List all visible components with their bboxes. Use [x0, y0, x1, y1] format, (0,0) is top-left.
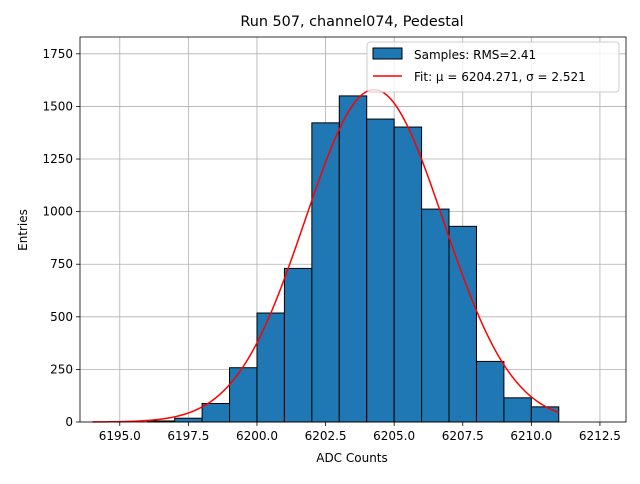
- x-tick-label: 6197.5: [167, 429, 209, 443]
- x-tick-label: 6200.0: [236, 429, 278, 443]
- histogram-bar: [229, 367, 258, 423]
- x-tick-label: 6207.5: [442, 429, 484, 443]
- legend-fit-label: Fit: μ = 6204.271, σ = 2.521: [414, 70, 586, 84]
- y-tick-label: 500: [50, 310, 73, 324]
- histogram-bar: [256, 312, 285, 423]
- x-axis-label: ADC Counts: [316, 451, 388, 465]
- histogram-bars: [146, 95, 560, 423]
- histogram-bar: [283, 267, 313, 423]
- x-tick-label: 6205.0: [373, 429, 415, 443]
- x-tick-label: 6202.5: [305, 429, 347, 443]
- y-tick-label: 1250: [42, 152, 73, 166]
- legend-bar-swatch: [372, 47, 403, 60]
- y-axis-label: Entries: [16, 209, 30, 251]
- y-tick-label: 1500: [42, 99, 73, 113]
- y-axis-ticks: 0 250 500 750 1000 1250 1500 1750: [42, 47, 80, 429]
- x-axis-ticks: 6195.0 6197.5 6200.0 6202.5 6205.0 6207.5 6210…: [99, 422, 621, 443]
- histogram-bar: [530, 406, 560, 423]
- x-tick-label: 6210.0: [510, 429, 552, 443]
- histogram-bar: [338, 95, 368, 423]
- histogram-bar: [174, 417, 203, 423]
- legend-samples-label: Samples: RMS=2.41: [414, 48, 536, 62]
- legend-box: [366, 41, 620, 93]
- y-tick-label: 750: [50, 257, 73, 271]
- y-tick-label: 1750: [42, 47, 73, 61]
- chart-title: Run 507, channel074, Pedestal: [240, 14, 463, 30]
- histogram-bar: [201, 402, 231, 423]
- histogram-bar: [448, 225, 477, 423]
- histogram-bar: [503, 397, 532, 423]
- y-tick-label: 1000: [42, 205, 73, 219]
- x-tick-label: 6212.5: [579, 429, 621, 443]
- histogram-bar: [393, 126, 423, 423]
- y-tick-label: 250: [50, 362, 73, 376]
- plot-frame: [79, 36, 627, 423]
- legend: Samples: RMS=2.41 Fit: μ = 6204.271, σ =…: [366, 41, 620, 93]
- histogram-bar: [311, 122, 340, 423]
- histogram-bar: [421, 208, 450, 423]
- y-tick-label: 0: [65, 415, 73, 429]
- histogram-bar: [475, 360, 505, 423]
- histogram-bar: [366, 118, 395, 423]
- x-tick-label: 6195.0: [99, 429, 141, 443]
- fit-curve: [92, 88, 560, 423]
